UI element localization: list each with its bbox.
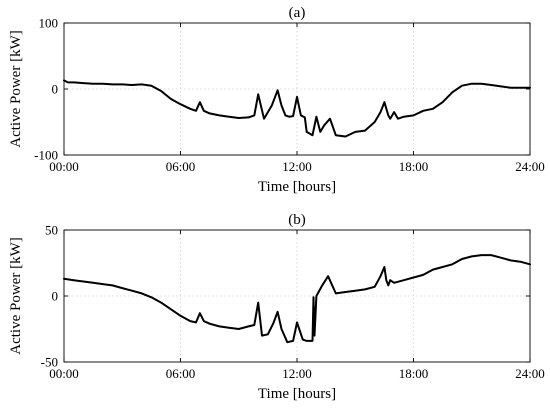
x-axis-ticks: 00:00 06:00 12:00 18:00 24:00 (49, 23, 545, 174)
chart-title: (b) (288, 212, 306, 228)
x-axis-label: Time [hours] (258, 386, 336, 402)
x-tick-label: 24:00 (515, 159, 545, 174)
grid-lines (64, 230, 530, 362)
y-tick-label: -50 (41, 355, 58, 370)
x-tick-label: 24:00 (515, 366, 545, 381)
x-tick-label: 18:00 (399, 366, 429, 381)
series-line (63, 254, 531, 344)
y-tick-label: 100 (39, 16, 59, 31)
plot-frame (63, 229, 531, 363)
chart-panel-b: (b) Active Power [kW] Time [hours] 00:00… (8, 212, 545, 402)
x-tick-label: 06:00 (166, 366, 196, 381)
grid-lines (64, 23, 530, 155)
x-axis-label: Time [hours] (258, 179, 336, 195)
y-tick-label: 0 (52, 289, 59, 304)
x-tick-label: 18:00 (399, 159, 429, 174)
series-line (63, 79, 531, 138)
x-tick-label: 00:00 (49, 159, 79, 174)
chart-title: (a) (289, 5, 306, 21)
y-axis-label: Active Power [kW] (8, 30, 24, 147)
y-tick-label: 0 (52, 82, 59, 97)
plot-frame (63, 22, 531, 156)
y-axis-label: Active Power [kW] (8, 237, 24, 354)
x-tick-label: 12:00 (282, 366, 312, 381)
x-axis-ticks: 00:00 06:00 12:00 18:00 24:00 (49, 230, 545, 381)
x-tick-label: 06:00 (166, 159, 196, 174)
x-tick-label: 12:00 (282, 159, 312, 174)
chart-panel-a: (a) Active Power [kW] Time [hours] 00:00… (8, 5, 545, 195)
x-tick-label: 00:00 (49, 366, 79, 381)
y-tick-label: -100 (34, 148, 58, 163)
y-axis-ticks: -100 0 100 (34, 16, 530, 163)
y-tick-label: 50 (45, 223, 58, 238)
